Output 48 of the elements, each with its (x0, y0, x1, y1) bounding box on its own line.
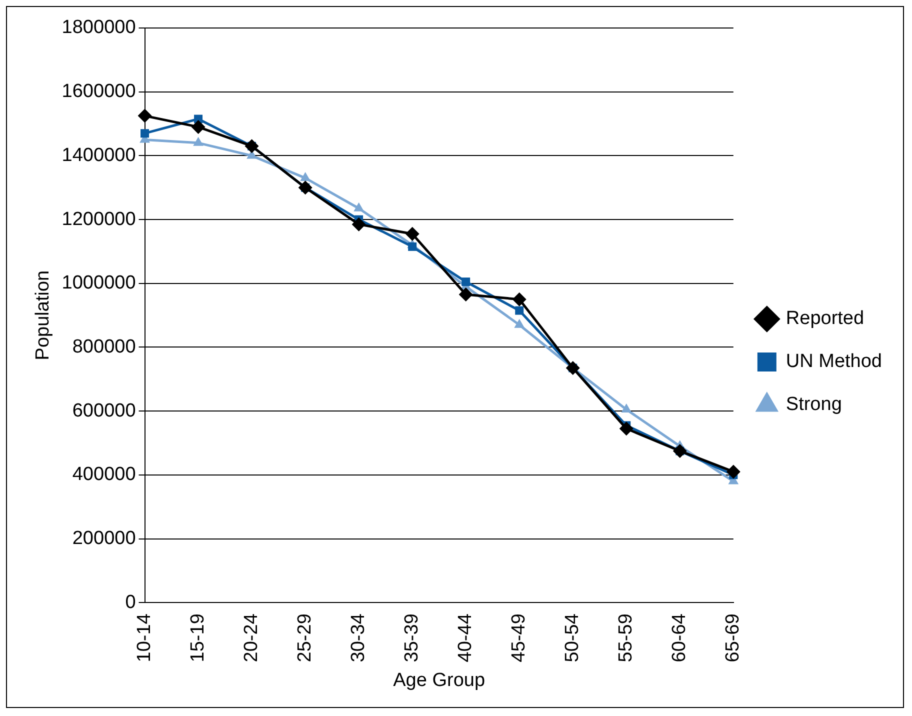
x-tick-label: 60-64 (669, 613, 690, 662)
point (408, 242, 417, 251)
y-tick-label: 1600000 (62, 81, 136, 102)
point (512, 292, 526, 306)
point (352, 217, 366, 232)
x-tick-label: 30-34 (348, 613, 370, 662)
y-tick-label: 1400000 (62, 144, 136, 166)
legend-label: Strong (786, 394, 842, 416)
point (619, 422, 634, 436)
x-axis-title: Age Group (393, 670, 486, 691)
point (191, 120, 206, 134)
x-tick-label: 15-19 (188, 614, 209, 662)
x-tick-label: 35-39 (402, 614, 423, 662)
x-tick-label: 65-69 (722, 614, 744, 662)
point (405, 226, 420, 241)
y-tick-label: 800000 (72, 336, 136, 358)
point (298, 180, 312, 195)
x-tick-label: 20-24 (241, 613, 262, 662)
point (354, 202, 364, 212)
point (726, 464, 740, 479)
x-tick-label: 50-54 (562, 613, 584, 662)
y-tick-label: 400000 (72, 464, 136, 486)
point (515, 306, 524, 315)
point (514, 318, 525, 328)
point (462, 278, 470, 286)
point (244, 139, 259, 154)
y-tick-label: 200000 (72, 528, 136, 549)
y-tick-label: 600000 (72, 400, 136, 422)
legend-label: Reported (786, 308, 864, 330)
y-tick-label: 1000000 (62, 272, 136, 294)
point (138, 108, 152, 123)
point (672, 444, 687, 458)
y-tick-label: 1800000 (62, 17, 136, 38)
point (193, 136, 204, 146)
y-axis-title: Population (32, 270, 54, 360)
x-tick-label: 55-59 (616, 614, 637, 662)
legend-label: UN Method (786, 351, 882, 372)
x-tick-label: 10-14 (134, 613, 156, 662)
y-tick-label: 0 (125, 592, 136, 613)
point (300, 172, 310, 182)
point (140, 129, 150, 138)
point (566, 360, 580, 375)
point (621, 403, 632, 412)
y-tick-label: 1200000 (62, 208, 136, 230)
point (458, 288, 473, 302)
x-tick-label: 45-49 (508, 614, 530, 662)
x-tick-label: 25-29 (294, 614, 316, 662)
x-tick-label: 40-44 (455, 613, 476, 662)
